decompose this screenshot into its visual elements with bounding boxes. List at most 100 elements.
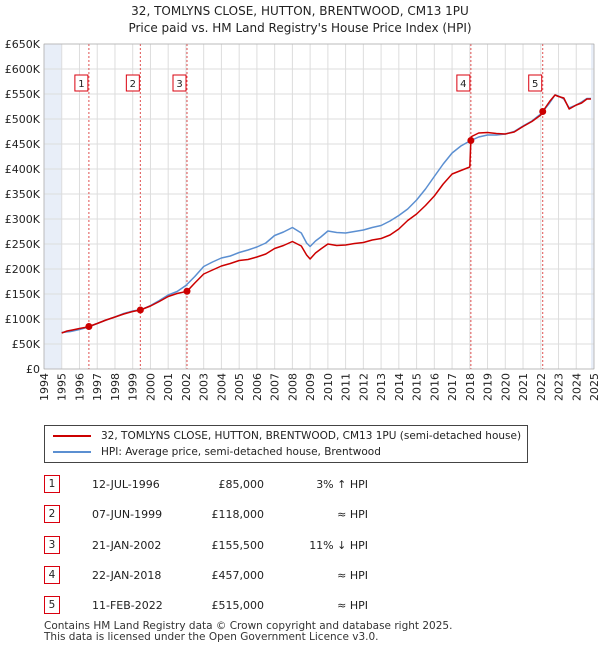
price-chart: £0 £50K £100K £150K £200K £250K £300K £350K £400…: [5, 38, 600, 401]
x-tick-label: 2005: [233, 373, 246, 401]
sale-hpi-compare: ≈ HPI: [337, 508, 368, 521]
x-tick-label: 1996: [73, 373, 86, 401]
x-tick-label: 2019: [482, 373, 495, 401]
y-tick-label: £0: [26, 363, 40, 376]
legend-swatch-hpi: [53, 451, 91, 453]
table-row: 2 07-JUN-1999 £118,000 ≈ HPI: [0, 505, 600, 525]
legend-label-property: 32, TOMLYNS CLOSE, HUTTON, BRENTWOOD, CM…: [101, 430, 522, 442]
sale-number-badge: 5: [44, 596, 60, 614]
y-tick-label: £400K: [5, 163, 41, 176]
x-tick-label: 2025: [588, 373, 600, 401]
x-tick-label: 2011: [340, 373, 353, 401]
legend-item-hpi: HPI: Average price, semi-detached house,…: [53, 444, 381, 460]
x-tick-label: 2008: [286, 373, 299, 401]
x-tick-label: 2003: [198, 373, 211, 401]
x-tick-label: 2001: [162, 373, 175, 401]
hpi-line: [61, 94, 591, 334]
x-tick-label: 2014: [393, 373, 406, 401]
sale-5-point: [539, 108, 547, 115]
x-tick-label: 2023: [553, 373, 566, 401]
x-tick-label: 2000: [144, 373, 157, 401]
sale-date: 11-FEB-2022: [92, 599, 163, 612]
y-tick-label: £600K: [5, 63, 41, 76]
x-tick-label: 2004: [215, 373, 228, 401]
sale-1-point: [85, 323, 93, 330]
x-tick-label: 2016: [428, 373, 441, 401]
shaded-region: [44, 44, 62, 369]
sale-number-badge: 1: [44, 475, 60, 493]
chart-subtitle: Price paid vs. HM Land Registry's House …: [128, 21, 472, 35]
sale-1-label: 1: [78, 79, 84, 90]
x-tick-label: 2020: [499, 373, 512, 401]
x-tick-label: 2015: [411, 373, 424, 401]
sale-number-badge: 2: [44, 505, 60, 523]
x-tick-label: 2009: [304, 373, 317, 401]
table-row: 4 22-JAN-2018 £457,000 ≈ HPI: [0, 566, 600, 586]
x-tick-label: 2018: [464, 373, 477, 401]
shaded-region: [590, 44, 594, 369]
sale-price: £85,000: [218, 478, 265, 491]
y-tick-label: £550K: [5, 88, 41, 101]
sale-5-label: 5: [532, 79, 538, 90]
x-tick-label: 2024: [570, 373, 583, 401]
sale-hpi-compare: 3% ↑ HPI: [316, 478, 368, 491]
sale-3-point: [183, 287, 191, 295]
sale-3-label: 3: [176, 79, 182, 90]
legend-swatch-property: [53, 435, 91, 437]
sale-2-label-box: [125, 74, 140, 92]
x-tick-label: 2021: [517, 373, 530, 401]
x-tick-label: 1999: [127, 373, 140, 401]
y-tick-label: £250K: [5, 238, 41, 251]
footer-licence: This data is licensed under the Open Gov…: [44, 631, 379, 643]
sale-2-point: [136, 306, 144, 314]
x-tick-label: 1994: [38, 373, 51, 401]
x-tick-label: 2006: [251, 373, 264, 401]
sale-hpi-compare: ≈ HPI: [337, 569, 368, 582]
y-tick-label: £500K: [5, 113, 41, 126]
sale-4-label: 4: [460, 79, 466, 90]
table-row: 1 12-JUL-1996 £85,000 3% ↑ HPI: [0, 475, 600, 495]
sale-number-badge: 4: [44, 566, 60, 584]
y-tick-label: £350K: [5, 188, 41, 201]
sale-date: 07-JUN-1999: [92, 508, 163, 521]
x-tick-label: 1997: [91, 373, 104, 401]
x-tick-label: 2022: [535, 373, 548, 401]
sale-date: 21-JAN-2002: [92, 539, 162, 552]
y-tick-label: £200K: [5, 263, 41, 276]
sale-price: £457,000: [211, 569, 265, 582]
sale-hpi-compare: ≈ HPI: [337, 599, 368, 612]
sale-2-label: 2: [130, 79, 136, 90]
footer-copyright: Contains HM Land Registry data © Crown c…: [44, 620, 453, 632]
sale-4-point: [467, 137, 475, 144]
y-tick-label: £150K: [5, 288, 41, 301]
y-tick-label: £300K: [5, 213, 41, 226]
table-row: 3 21-JAN-2002 £155,500 11% ↓ HPI: [0, 536, 600, 556]
x-tick-label: 2007: [269, 373, 282, 401]
legend-item-property: 32, TOMLYNS CLOSE, HUTTON, BRENTWOOD, CM…: [53, 428, 521, 444]
plot-frame: [43, 43, 595, 370]
y-tick-label: £650K: [5, 38, 41, 51]
sale-5-label-box: [528, 74, 543, 92]
sale-price: £515,000: [211, 599, 265, 612]
sale-price: £118,000: [211, 508, 265, 521]
y-tick-label: £100K: [5, 313, 41, 326]
sale-4-label-box: [456, 74, 471, 92]
x-tick-label: 2012: [357, 373, 370, 401]
x-tick-label: 2002: [180, 373, 193, 401]
x-tick-label: 2010: [322, 373, 335, 401]
sale-1-label-box: [74, 74, 89, 92]
x-tick-label: 2017: [446, 373, 459, 401]
chart-title: 32, TOMLYNS CLOSE, HUTTON, BRENTWOOD, CM…: [131, 4, 469, 18]
x-tick-label: 1995: [56, 373, 69, 401]
x-tick-label: 2013: [375, 373, 388, 401]
x-tick-label: 1998: [109, 373, 122, 401]
sale-price: £155,500: [211, 539, 265, 552]
chart-legend: 32, TOMLYNS CLOSE, HUTTON, BRENTWOOD, CM…: [44, 425, 528, 463]
sale-date: 22-JAN-2018: [92, 569, 162, 582]
sale-3-label-box: [172, 74, 187, 92]
sale-number-badge: 3: [44, 536, 60, 554]
property-price-line: [61, 94, 591, 334]
table-row: 5 11-FEB-2022 £515,000 ≈ HPI: [0, 596, 600, 616]
legend-label-hpi: HPI: Average price, semi-detached house,…: [101, 446, 381, 458]
y-tick-label: £450K: [5, 138, 41, 151]
